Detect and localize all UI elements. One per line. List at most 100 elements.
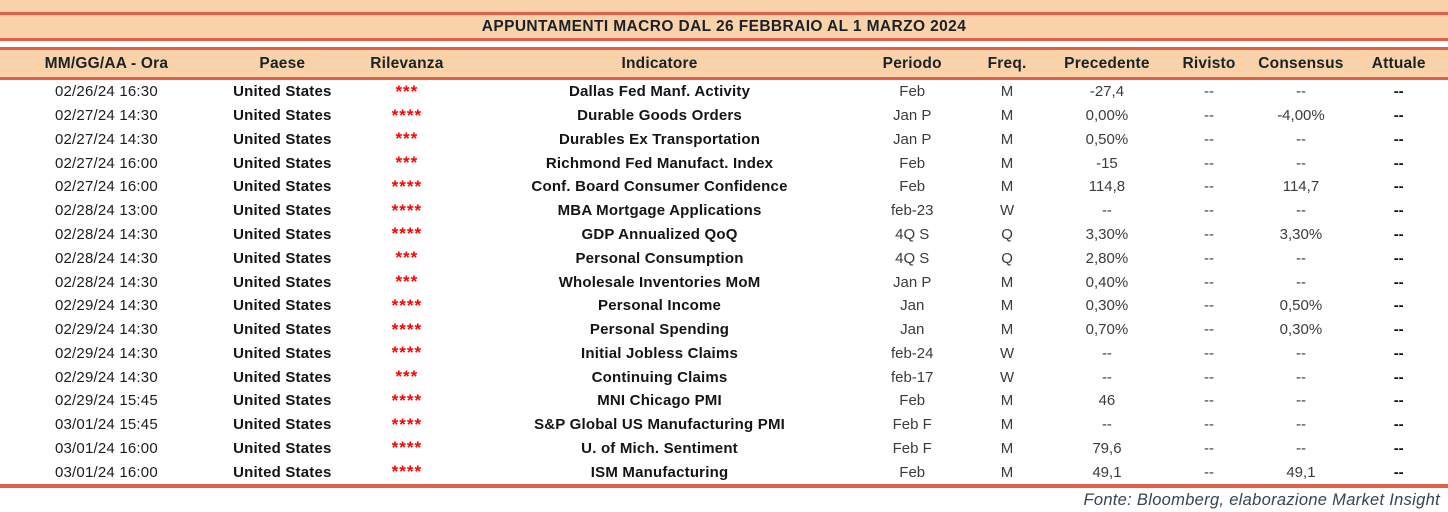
cell-date: 02/27/24 14:30 (54, 130, 158, 148)
divider (0, 38, 1448, 41)
cell-revised: -- (1204, 416, 1215, 434)
cell-period: Feb F (892, 416, 932, 434)
cell-consensus: -- (1295, 344, 1306, 362)
cell-previous: -27,4 (1089, 83, 1125, 101)
table-row: 03/01/24 15:45 United States **** S&P Globa… (0, 413, 1448, 437)
cell-indicator: Continuing Claims (591, 368, 728, 386)
cell-freq: M (1000, 297, 1014, 315)
column-header-previous: Precedente (1064, 54, 1150, 72)
cell-relevance: **** (391, 319, 423, 339)
divider (0, 12, 1448, 15)
table-body: 02/26/24 16:30 United States *** Dallas Fed… (0, 80, 1448, 484)
cell-revised: -- (1204, 83, 1215, 101)
cell-previous: 0,50% (1085, 130, 1129, 148)
cell-revised: -- (1204, 392, 1215, 410)
cell-consensus: -- (1295, 273, 1306, 291)
cell-date: 03/01/24 15:45 (54, 416, 158, 434)
cell-country: United States (233, 297, 332, 315)
cell-actual: -- (1393, 416, 1404, 434)
cell-country: United States (233, 439, 332, 457)
cell-freq: M (1000, 107, 1014, 125)
cell-consensus: -- (1295, 130, 1306, 148)
cell-freq: M (1000, 463, 1014, 481)
column-header-date: MM/GG/AA - Ora (44, 54, 169, 72)
cell-indicator: Personal Consumption (575, 249, 744, 267)
table-row: 02/27/24 16:00 United States **** Conf. Boa… (0, 175, 1448, 199)
cell-consensus: -4,00% (1277, 107, 1325, 125)
cell-period: 4Q S (895, 249, 930, 267)
cell-relevance: **** (391, 295, 423, 315)
table-row: 02/29/24 15:45 United States **** MNI Chica… (0, 389, 1448, 413)
cell-consensus: -- (1295, 416, 1306, 434)
cell-revised: -- (1204, 368, 1215, 386)
column-header-country: Paese (259, 54, 306, 72)
cell-previous: 0,00% (1085, 107, 1129, 125)
cell-freq: M (1000, 273, 1014, 291)
cell-revised: -- (1204, 178, 1215, 196)
cell-relevance: **** (391, 176, 423, 196)
cell-consensus: 49,1 (1286, 463, 1316, 481)
column-header-actual: Attuale (1371, 54, 1426, 72)
cell-indicator: Personal Income (598, 297, 722, 315)
table-row: 02/29/24 14:30 United States *** Continuing… (0, 365, 1448, 389)
cell-indicator: Wholesale Inventories MoM (558, 273, 761, 291)
cell-revised: -- (1204, 130, 1215, 148)
cell-previous: 3,30% (1085, 225, 1129, 243)
column-header-revised: Rivisto (1182, 54, 1236, 72)
spacer (0, 41, 1448, 47)
cell-period: Jan (900, 297, 925, 315)
cell-previous: -- (1101, 416, 1112, 434)
cell-actual: -- (1393, 368, 1404, 386)
cell-country: United States (233, 154, 332, 172)
cell-period: feb-17 (890, 368, 934, 386)
cell-relevance: *** (395, 153, 419, 173)
cell-date: 02/28/24 14:30 (54, 249, 158, 267)
cell-freq: M (1000, 439, 1014, 457)
cell-indicator: S&P Global US Manufacturing PMI (534, 416, 786, 434)
cell-freq: M (1000, 416, 1014, 434)
cell-country: United States (233, 107, 332, 125)
cell-date: 03/01/24 16:00 (54, 463, 158, 481)
cell-indicator: Personal Spending (589, 321, 730, 339)
cell-date: 02/29/24 14:30 (54, 297, 158, 315)
cell-actual: -- (1393, 273, 1404, 291)
table-header-row: MM/GG/AA - Ora Paese Rilevanza Indicatore Pe… (0, 50, 1448, 77)
footer: Fonte: Bloomberg, elaborazione Market In… (0, 488, 1448, 512)
cell-country: United States (233, 344, 332, 362)
cell-consensus: -- (1295, 392, 1306, 410)
cell-previous: 114,8 (1088, 178, 1126, 196)
cell-actual: -- (1393, 344, 1404, 362)
cell-date: 03/01/24 16:00 (54, 439, 158, 457)
table-row: 02/28/24 14:30 United States **** GDP Annua… (0, 223, 1448, 247)
cell-date: 02/27/24 14:30 (54, 107, 158, 125)
cell-period: Jan (900, 321, 925, 339)
cell-revised: -- (1204, 463, 1215, 481)
cell-freq: Q (1001, 249, 1013, 267)
cell-previous: 2,80% (1085, 249, 1129, 267)
top-band (0, 0, 1448, 12)
source-note: Fonte: Bloomberg, elaborazione Market In… (1083, 490, 1440, 509)
cell-previous: -- (1101, 202, 1112, 220)
cell-actual: -- (1393, 178, 1404, 196)
cell-relevance: *** (395, 248, 419, 268)
cell-period: Jan P (893, 130, 932, 148)
cell-freq: W (999, 344, 1015, 362)
cell-country: United States (233, 368, 332, 386)
cell-relevance: **** (391, 343, 423, 363)
cell-country: United States (233, 83, 332, 101)
table-row: 02/29/24 14:30 United States **** Initial J… (0, 341, 1448, 365)
cell-freq: M (1000, 154, 1014, 172)
cell-indicator: Durables Ex Transportation (558, 130, 761, 148)
cell-consensus: -- (1295, 154, 1306, 172)
cell-freq: M (1000, 321, 1014, 339)
table-row: 02/26/24 16:30 United States *** Dallas Fed… (0, 80, 1448, 104)
cell-actual: -- (1393, 249, 1404, 267)
cell-indicator: MBA Mortgage Applications (557, 202, 762, 220)
cell-previous: 0,40% (1085, 273, 1129, 291)
cell-consensus: 0,30% (1279, 321, 1323, 339)
cell-revised: -- (1204, 273, 1215, 291)
cell-actual: -- (1393, 154, 1404, 172)
title-band: APPUNTAMENTI MACRO DAL 26 FEBBRAIO AL 1 … (0, 15, 1448, 38)
table-row: 02/28/24 14:30 United States *** Personal C… (0, 246, 1448, 270)
cell-freq: W (999, 202, 1015, 220)
